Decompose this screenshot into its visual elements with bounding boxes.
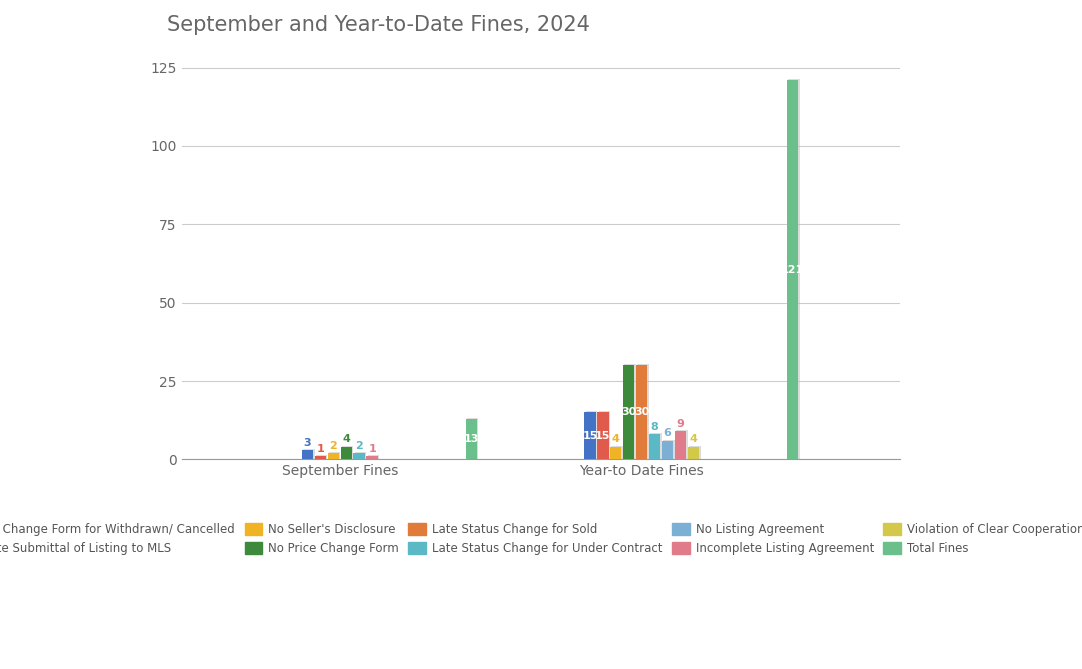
Bar [367, 456, 378, 460]
Bar [355, 452, 367, 460]
Bar [328, 453, 339, 460]
Bar [342, 446, 354, 460]
Text: 4: 4 [689, 434, 697, 444]
Text: 9: 9 [676, 419, 685, 429]
Bar [624, 365, 636, 460]
Text: September and Year-to-Date Fines, 2024: September and Year-to-Date Fines, 2024 [168, 15, 590, 35]
Text: 2: 2 [329, 441, 338, 451]
Text: 1: 1 [316, 444, 325, 454]
Bar [302, 450, 313, 460]
Bar [341, 447, 352, 460]
Bar [465, 419, 477, 460]
Text: 30: 30 [621, 407, 636, 417]
Text: 1: 1 [368, 444, 375, 454]
Text: 2: 2 [355, 441, 364, 451]
Bar [663, 440, 675, 460]
Bar [315, 456, 326, 460]
Text: 3: 3 [304, 438, 312, 448]
Text: 30: 30 [634, 407, 649, 417]
Bar [611, 446, 623, 460]
Bar [676, 430, 687, 460]
Bar [584, 412, 595, 460]
Legend: No Change Form for Withdrawn/ Cancelled, Late Submittal of Listing to MLS, No Se: No Change Form for Withdrawn/ Cancelled,… [0, 518, 1082, 560]
Bar [623, 365, 634, 460]
Text: 8: 8 [650, 422, 659, 432]
Text: 121: 121 [781, 265, 804, 275]
Text: 15: 15 [595, 431, 610, 441]
Bar [368, 456, 379, 460]
Text: 13: 13 [463, 434, 479, 444]
Text: 15: 15 [582, 431, 597, 441]
Bar [303, 449, 315, 460]
Bar [688, 447, 699, 460]
Bar [585, 411, 597, 460]
Bar [636, 365, 647, 460]
Bar [354, 453, 365, 460]
Bar [467, 417, 478, 460]
Bar [675, 432, 686, 460]
Text: 6: 6 [663, 428, 672, 438]
Text: 4: 4 [611, 434, 620, 444]
Bar [689, 446, 700, 460]
Bar [662, 441, 673, 460]
Bar [649, 434, 660, 460]
Bar [597, 412, 608, 460]
Bar [598, 411, 610, 460]
Bar [787, 80, 799, 460]
Bar [650, 434, 662, 460]
Bar [329, 452, 341, 460]
Bar [789, 79, 800, 460]
Bar [637, 365, 649, 460]
Bar [316, 456, 328, 460]
Text: 4: 4 [342, 434, 351, 444]
Bar [610, 447, 621, 460]
